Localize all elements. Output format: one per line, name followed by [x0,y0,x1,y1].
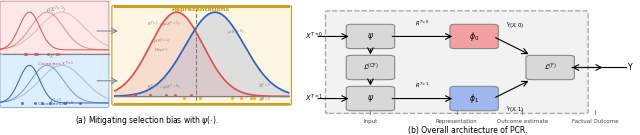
Text: $R^{T=0}$: $R^{T=0}$ [415,18,429,28]
Text: $\phi_1$: $\phi_1$ [469,92,479,105]
Text: (b) Overall architecture of PCR.: (b) Overall architecture of PCR. [408,126,527,135]
Text: (a) Mitigating selection bias with $\psi(\cdot)$.: (a) Mitigating selection bias with $\psi… [76,114,219,127]
Text: $R^{T=1}$: $R^{T=1}$ [415,80,429,90]
FancyBboxPatch shape [0,54,109,107]
Text: Covariates $X^{T=1}$: Covariates $X^{T=1}$ [37,60,75,69]
FancyBboxPatch shape [346,55,395,80]
Text: $X^{T=1}$: $X^{T=1}$ [49,51,63,61]
Text: $X^{T=0}$: $X^{T=0}$ [305,31,323,42]
FancyBboxPatch shape [346,24,395,49]
FancyBboxPatch shape [346,86,395,111]
Text: Disc($\cdot$): Disc($\cdot$) [154,46,170,53]
Text: $\hat{Y}(X,1)$: $\hat{Y}(X,1)$ [506,104,524,115]
Text: $\mathcal{R}^{T=1}$: $\mathcal{R}^{T=1}$ [259,82,271,91]
Text: $\mathcal{R}^{T=0}$: $\mathcal{R}^{T=0}$ [259,96,271,105]
FancyBboxPatch shape [450,24,499,49]
Text: $X^{T=0}$: $X^{T=0}$ [49,97,63,106]
FancyBboxPatch shape [526,55,574,80]
Text: Representation: Representation [436,119,477,124]
Text: Outcome estimate: Outcome estimate [497,119,548,124]
Text: $\hat{Y}(X,0)$: $\hat{Y}(X,0)$ [506,20,524,31]
Text: $\psi$: $\psi$ [367,31,374,42]
Text: $\rho(X^{T=1})$: $\rho(X^{T=1})$ [46,5,66,15]
FancyBboxPatch shape [0,1,109,54]
FancyBboxPatch shape [326,11,588,113]
Text: Y: Y [628,63,632,72]
Text: $\rho(R^{T=0})$: $\rho(R^{T=0})$ [227,28,244,38]
Text: Factual Outcome: Factual Outcome [572,119,618,124]
FancyBboxPatch shape [112,6,291,105]
Text: $\mathcal{L}^{\mathrm{(CF)}}$: $\mathcal{L}^{\mathrm{(CF)}}$ [362,62,378,73]
FancyBboxPatch shape [450,86,499,111]
Text: $\psi$: $\psi$ [367,93,374,104]
Text: $\mathcal{L}^{\mathrm{(F)}}$: $\mathcal{L}^{\mathrm{(F)}}$ [544,62,556,73]
Text: $X^{T=1}$: $X^{T=1}$ [305,93,323,104]
Text: $\phi_0$: $\phi_0$ [469,30,479,43]
Text: Representations: Representations [171,7,229,12]
Text: Input: Input [364,119,378,124]
Text: Covariates $X^{T=0}$: Covariates $X^{T=0}$ [37,100,75,109]
Text: $R^{T=0}=\psi(X^{T=0})$: $R^{T=0}=\psi(X^{T=0})$ [147,82,180,93]
Text: $\rho(R^{T=1})$: $\rho(R^{T=1})$ [153,37,171,47]
Text: $R^{T=1}=\psi(X^{T=1})$: $R^{T=1}=\psi(X^{T=1})$ [147,19,180,30]
